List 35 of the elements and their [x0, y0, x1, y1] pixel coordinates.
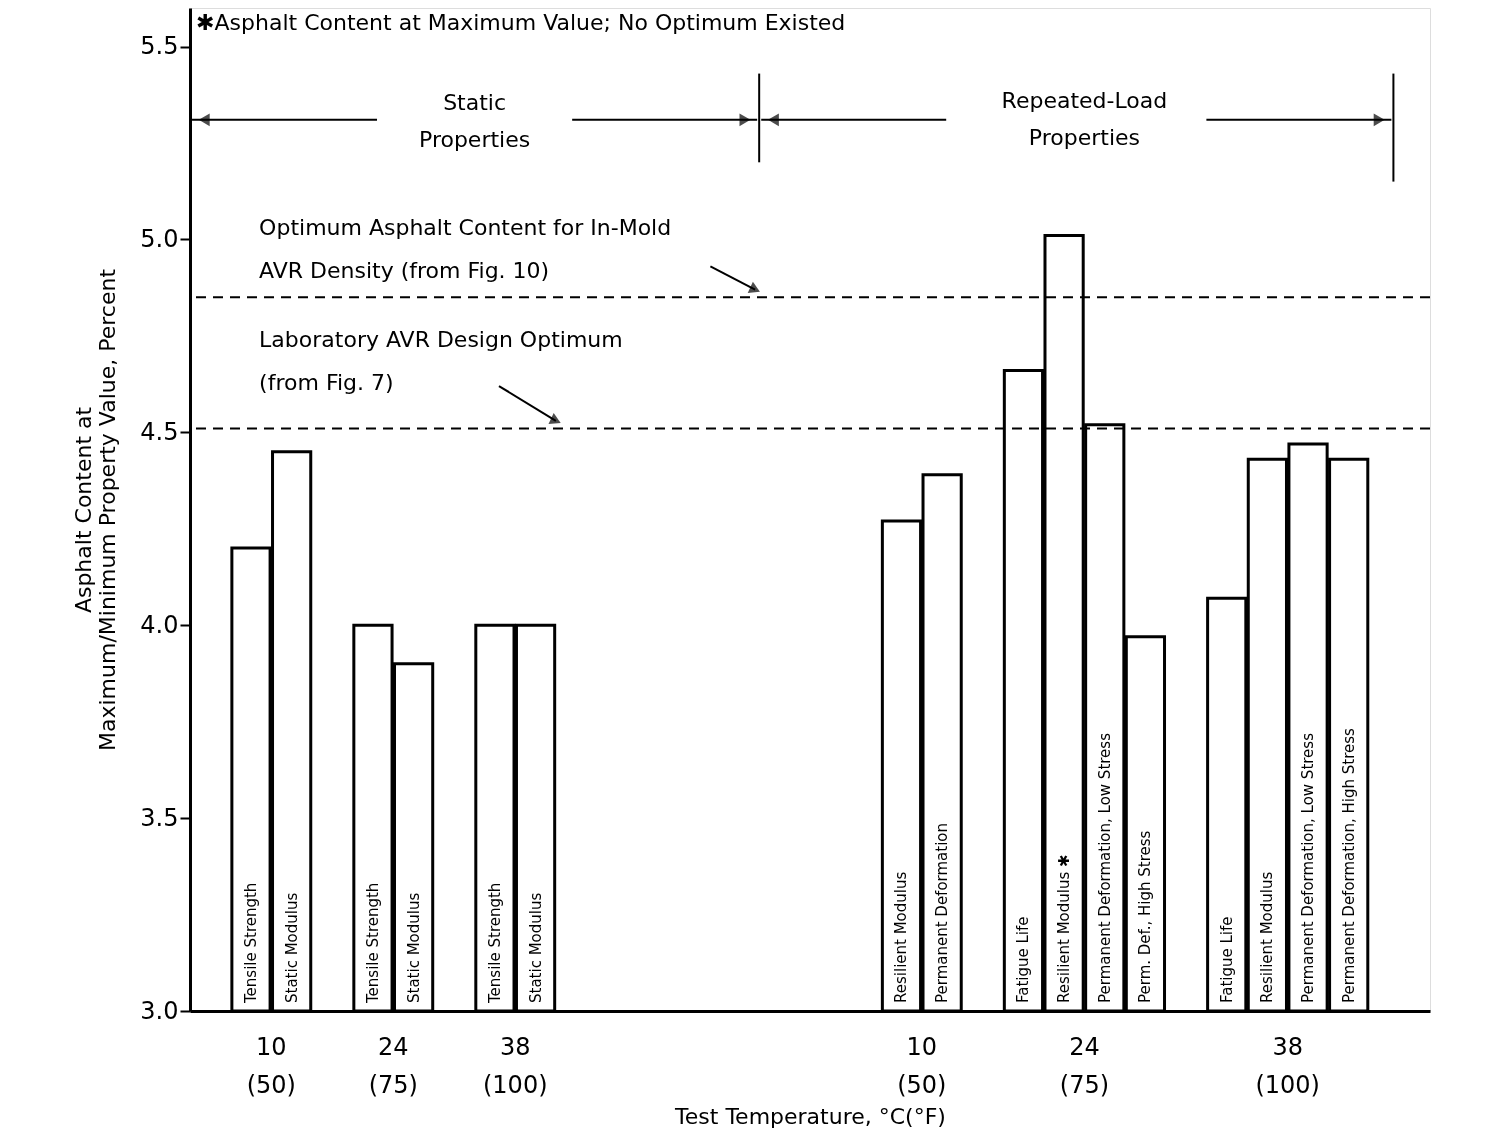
x-tick-label: Resilient Modulus — [892, 871, 911, 1003]
text: 10 (50) — [246, 1032, 296, 1099]
x-tick-label: Permanent Deformation, Low Stress — [1299, 732, 1318, 1003]
annotation: Repeated-Load Properties — [1001, 87, 1168, 150]
y-tick-label: 5.0 — [140, 224, 179, 253]
x-tick-label: Permanent Deformation, Low Stress — [1095, 732, 1114, 1003]
x-tick-label: Resilient Modulus — [1258, 871, 1277, 1003]
y-tick-label: 4.0 — [140, 610, 179, 639]
ref-line-label: Laboratory AVR Design Optimum (from Fig. 7) — [259, 326, 623, 395]
text: 24 (75) — [1059, 1032, 1110, 1099]
x-tick-label: Fatigue Life — [1014, 916, 1033, 1003]
x-tick-label: Static Modulus — [282, 892, 301, 1003]
text: 24 (75) — [368, 1032, 418, 1099]
x-tick-label: Permanent Deformation, High Stress — [1339, 727, 1358, 1003]
ref-line-label: Optimum Asphalt Content for In-Mold AVR Density (from Fig. 10) — [259, 214, 672, 283]
x-tick-label: Resilient Modulus ✱ — [1055, 854, 1074, 1003]
x-axis-title: Test Temperature, °C(°F) — [674, 1103, 946, 1129]
y-tick-label: 3.0 — [140, 996, 179, 1025]
annotation: ✱Asphalt Content at Maximum Value; No Optimum Existed — [196, 10, 846, 36]
y-tick-label: 3.5 — [140, 803, 179, 832]
annotation: Static Properties — [419, 89, 531, 152]
x-tick-label: Tensile Strength — [241, 882, 260, 1004]
text: 10 (50) — [897, 1032, 947, 1099]
x-tick-label: Tensile Strength — [485, 882, 504, 1004]
x-tick-label: Tensile Strength — [363, 882, 382, 1004]
y-axis-title: Asphalt Content at Maximum/Minimum Property Value, Percent — [71, 268, 121, 752]
x-tick-label: Static Modulus — [526, 892, 545, 1003]
text: 38 (100) — [1255, 1032, 1320, 1099]
x-tick-label: Perm. Def., High Stress — [1136, 830, 1155, 1003]
y-tick-label: 5.5 — [140, 32, 179, 61]
text: 38 (100) — [482, 1032, 548, 1099]
x-tick-label: Fatigue Life — [1217, 916, 1236, 1003]
x-tick-label: Static Modulus — [404, 892, 423, 1003]
x-tick-label: Permanent Deformation — [933, 822, 952, 1003]
y-tick-label: 4.5 — [140, 417, 179, 446]
